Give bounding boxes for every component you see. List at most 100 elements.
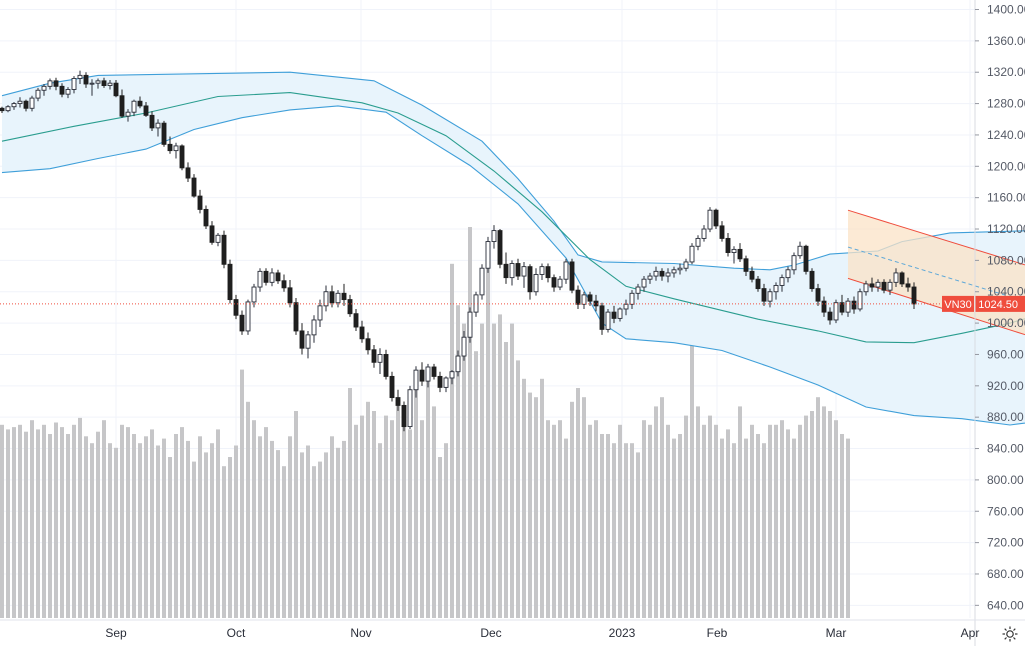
candle[interactable] [131,99,137,117]
candle[interactable] [413,366,419,398]
candle[interactable] [833,299,839,324]
candle[interactable] [305,330,311,359]
candle[interactable] [269,268,275,287]
candle[interactable] [311,315,317,343]
candle[interactable] [719,221,725,242]
candle[interactable] [161,120,167,147]
candle[interactable] [893,268,899,288]
candle[interactable] [221,230,227,269]
candle[interactable] [275,269,281,284]
candle[interactable] [179,144,185,171]
settings-gear-icon[interactable] [1000,624,1020,644]
candle[interactable] [191,174,197,198]
candle[interactable] [659,268,665,281]
candle[interactable] [635,283,641,300]
candle[interactable] [347,294,353,317]
candle[interactable] [23,99,29,112]
candle[interactable] [5,105,11,113]
candle[interactable] [869,277,875,292]
candle[interactable] [611,305,617,324]
candle[interactable] [755,276,761,292]
candle[interactable] [401,401,407,432]
candle[interactable] [65,87,71,99]
candle[interactable] [293,298,299,335]
candle[interactable] [839,294,845,316]
candle[interactable] [77,70,83,84]
candle[interactable] [827,307,833,325]
candle[interactable] [845,298,851,317]
candle[interactable] [803,244,809,275]
candle[interactable] [911,282,917,309]
candle[interactable] [779,274,785,292]
candle[interactable] [725,232,731,257]
candle[interactable] [749,266,755,283]
candle[interactable] [875,279,881,292]
candle[interactable] [83,72,89,88]
candle[interactable] [419,362,425,386]
candle[interactable] [125,109,131,122]
candle[interactable] [863,280,869,296]
candle[interactable] [335,290,341,308]
candle[interactable] [383,349,389,380]
candle[interactable] [281,274,287,292]
candle[interactable] [0,106,5,113]
candle[interactable] [731,246,737,264]
candle[interactable] [491,225,497,249]
candle[interactable] [521,261,527,288]
candle[interactable] [695,235,701,251]
candle[interactable] [539,263,545,280]
candle[interactable] [107,80,113,90]
candle[interactable] [365,332,371,355]
candle[interactable] [137,96,143,109]
candle[interactable] [317,299,323,328]
candle[interactable] [797,241,803,259]
candle[interactable] [599,302,605,335]
candle[interactable] [41,83,47,96]
candle[interactable] [809,268,815,292]
candle[interactable] [773,282,779,300]
candle[interactable] [197,189,203,214]
candle[interactable] [479,264,485,300]
candle[interactable] [395,389,401,411]
candle[interactable] [47,78,53,90]
candle[interactable] [443,376,449,393]
candle[interactable] [17,97,23,108]
candle[interactable] [851,296,857,314]
candle[interactable] [425,363,431,388]
candle[interactable] [557,276,563,291]
candle[interactable] [761,283,767,306]
candle[interactable] [665,268,671,283]
candle[interactable] [89,79,95,96]
candle[interactable] [581,291,587,309]
candle[interactable] [575,285,581,309]
candle[interactable] [353,308,359,331]
candle[interactable] [497,229,503,269]
candle[interactable] [905,277,911,292]
candle[interactable] [71,76,77,94]
candle[interactable] [707,207,713,233]
candle[interactable] [431,363,437,380]
candle[interactable] [233,294,239,320]
candle[interactable] [533,268,539,296]
candle[interactable] [815,283,821,306]
candle[interactable] [215,232,221,247]
candle[interactable] [449,370,455,385]
candle[interactable] [263,268,269,286]
candle[interactable] [209,221,215,245]
candle[interactable] [677,263,683,275]
candle[interactable] [713,208,719,230]
candle[interactable] [407,385,413,429]
candle[interactable] [587,291,593,306]
candle[interactable] [503,252,509,284]
candle[interactable] [527,264,533,300]
candle[interactable] [149,111,155,132]
candle[interactable] [467,307,473,343]
candle[interactable] [53,77,59,91]
candle[interactable] [299,323,305,355]
candle[interactable] [461,330,467,361]
candle[interactable] [11,102,17,110]
candle[interactable] [119,89,125,118]
candle[interactable] [239,310,245,335]
candle[interactable] [563,258,569,284]
